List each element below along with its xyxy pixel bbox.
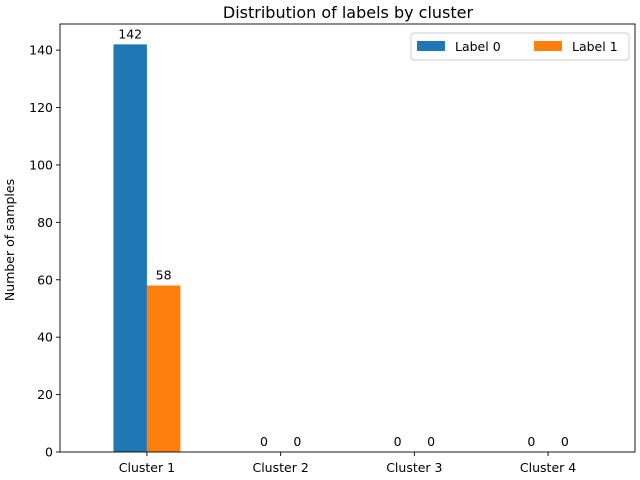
y-tick-label: 40 xyxy=(37,330,53,345)
y-tick-label: 100 xyxy=(29,157,53,172)
bar-value-label: 142 xyxy=(118,26,142,41)
bar-value-label: 0 xyxy=(427,434,435,449)
legend-label: Label 1 xyxy=(572,39,618,54)
legend: Label 0 Label 1 xyxy=(410,32,630,61)
bars-layer: 142 0 0 0 58 0 0 0 xyxy=(113,26,569,452)
bar-label-0 xyxy=(113,44,147,452)
bar-value-label: 0 xyxy=(260,434,268,449)
legend-swatch xyxy=(534,41,562,51)
bar-value-label: 0 xyxy=(561,434,569,449)
x-tick-label: Cluster 2 xyxy=(252,460,308,475)
x-tick-label: Cluster 4 xyxy=(520,460,576,475)
y-tick-label: 60 xyxy=(37,272,53,287)
y-axis-label: Number of samples xyxy=(2,179,17,301)
y-tick-label: 140 xyxy=(29,43,53,58)
bar-value-label: 0 xyxy=(293,434,301,449)
bar-value-label: 0 xyxy=(527,434,535,449)
chart-title: Distribution of labels by cluster xyxy=(223,3,474,22)
plot-frame xyxy=(59,23,636,453)
legend-label: Label 0 xyxy=(455,39,501,54)
y-tick-label: 0 xyxy=(45,445,53,460)
bar-value-label: 58 xyxy=(156,268,172,283)
x-tick-label: Cluster 1 xyxy=(119,460,175,475)
x-axis-ticks: Cluster 1 Cluster 2 Cluster 3 Cluster 4 xyxy=(119,452,576,475)
x-tick-label: Cluster 3 xyxy=(386,460,442,475)
y-tick-label: 80 xyxy=(37,215,53,230)
legend-box xyxy=(410,32,630,61)
y-tick-label: 20 xyxy=(37,387,53,402)
legend-swatch xyxy=(417,41,445,51)
bar-label-1 xyxy=(146,285,181,452)
y-axis-ticks: 0 20 40 60 80 100 120 140 xyxy=(29,43,60,460)
bar-value-label: 0 xyxy=(394,434,402,449)
y-tick-label: 120 xyxy=(29,100,53,115)
